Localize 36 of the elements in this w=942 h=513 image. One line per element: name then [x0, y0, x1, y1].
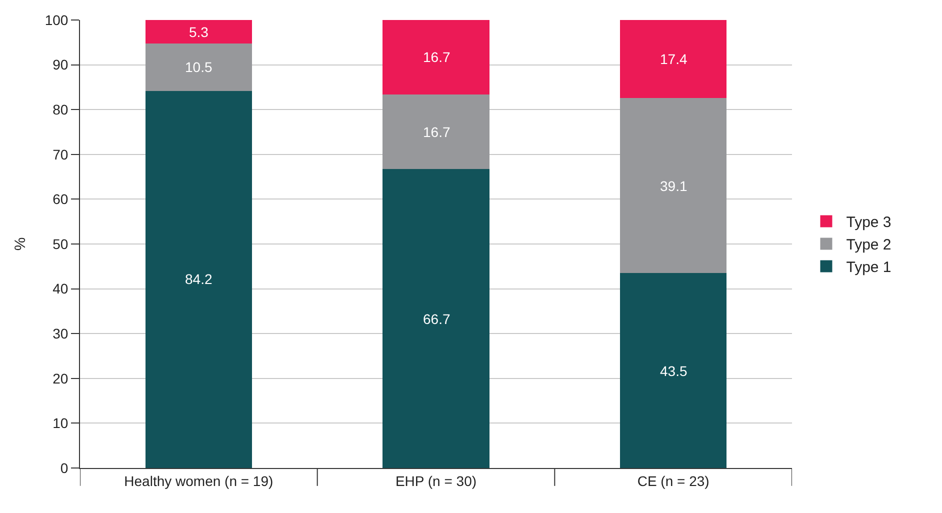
bar [620, 20, 727, 98]
y-tick-label: 100 [44, 12, 68, 28]
legend-label: Type 2 [846, 236, 892, 254]
x-tick-label: Healthy women (n = 19) [124, 472, 274, 489]
data-label: 16.7 [423, 124, 450, 140]
data-label: 5.3 [189, 24, 209, 40]
y-tick-label: 50 [52, 236, 68, 252]
bar [382, 20, 490, 94]
x-tick-label: CE (n = 23) [637, 472, 710, 489]
y-tick-label: 80 [52, 102, 68, 118]
data-label: 84.2 [185, 271, 212, 287]
data-label: 10.5 [185, 59, 212, 75]
data-label: 39.1 [660, 178, 688, 194]
bar [382, 169, 490, 468]
legend-label: Type 3 [846, 214, 892, 232]
data-label: 17.4 [660, 51, 688, 67]
bar [145, 44, 252, 91]
legend-label: Type 1 [846, 259, 892, 276]
y-tick-label: 70 [52, 146, 68, 162]
data-label: 66.7 [423, 311, 450, 327]
y-tick-label: 40 [52, 280, 68, 297]
bar [620, 98, 727, 274]
y-tick-label: 20 [52, 370, 68, 386]
y-tick-label: 90 [52, 56, 68, 73]
y-axis-title: % [12, 237, 30, 251]
y-tick-label: 10 [52, 415, 68, 432]
bar [382, 94, 490, 170]
data-label: 43.5 [660, 363, 688, 379]
bar [620, 273, 727, 468]
bar [145, 20, 252, 44]
y-tick-label: 60 [52, 191, 68, 208]
data-label: 16.7 [423, 49, 450, 65]
y-tick-label: 30 [52, 326, 68, 342]
y-tick-label: 0 [60, 460, 68, 476]
bar [145, 90, 252, 468]
x-tick-label: EHP (n = 30) [395, 472, 477, 489]
